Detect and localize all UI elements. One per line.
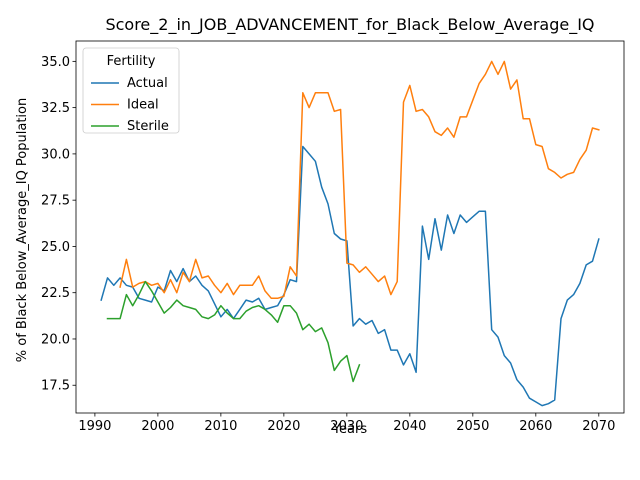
y-tick-label: 17.5 — [41, 379, 70, 394]
legend-label-ideal: Ideal — [127, 98, 159, 113]
y-tick-label: 35.0 — [41, 55, 70, 70]
x-axis-label: Years — [332, 422, 368, 437]
x-tick-label: 2070 — [582, 419, 615, 434]
x-tick-label: 2000 — [141, 419, 174, 434]
chart-marks — [100, 60, 600, 407]
legend-label-sterile: Sterile — [127, 119, 169, 134]
y-tick-label: 25.0 — [41, 240, 70, 255]
y-tick-label: 27.5 — [41, 194, 70, 209]
plot-frame — [75, 40, 625, 414]
legend-title: Fertility — [107, 54, 156, 69]
series-line-sterile — [106, 280, 361, 383]
x-tick-label: 2020 — [267, 419, 300, 434]
legend-box — [82, 47, 180, 134]
y-tick-label: 22.5 — [41, 286, 70, 301]
y-tick-label: 20.0 — [41, 332, 70, 347]
x-tick-label: 2060 — [519, 419, 552, 434]
x-tick-label: 2030 — [330, 419, 363, 434]
x-tick-label: 2040 — [393, 419, 426, 434]
y-tick-label: 30.0 — [41, 147, 70, 162]
x-tick-label: 2050 — [456, 419, 489, 434]
y-axis-label: % of Black Below_Average_IQ Population — [15, 98, 30, 362]
series-line-ideal — [119, 60, 600, 300]
x-tick-label: 1990 — [78, 419, 111, 434]
series-line-actual — [100, 145, 600, 407]
legend-label-actual: Actual — [127, 76, 168, 91]
x-tick-label: 2010 — [204, 419, 237, 434]
y-tick-label: 32.5 — [41, 101, 70, 116]
chart-axes: 1990 2000 2010 2020 2030 2040 2050 2060 2070 17.5… — [41, 40, 625, 434]
chart-title: Score_2_in_JOB_ADVANCEMENT_for_Black_Bel… — [105, 15, 594, 35]
chart-legend: Fertility Actual Ideal Sterile — [82, 47, 180, 134]
